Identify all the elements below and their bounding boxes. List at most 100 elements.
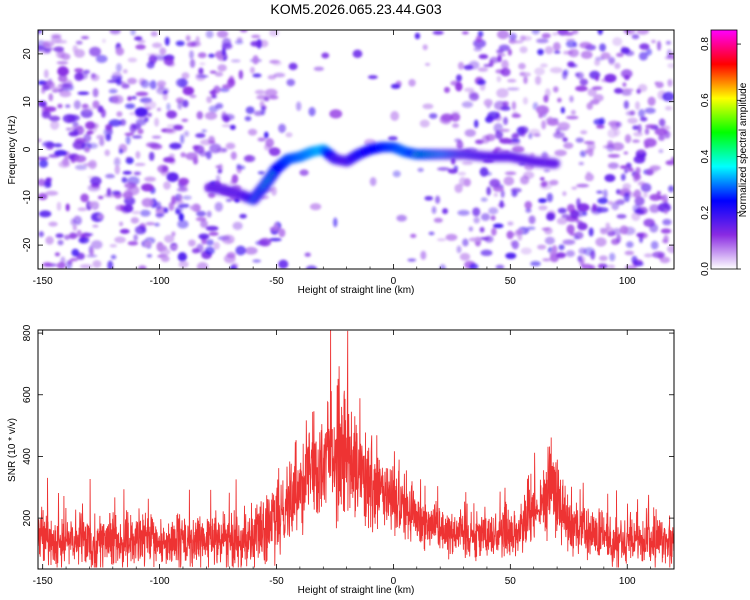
heatmap-cell (492, 223, 504, 229)
heatmap-cell (247, 128, 258, 136)
heatmap-cell (551, 244, 558, 255)
heatmap-cell (135, 151, 141, 159)
snr-frame (37, 329, 675, 570)
heatmap-cell (159, 248, 171, 256)
heatmap-cell (500, 67, 511, 77)
heatmap-cell (580, 50, 593, 59)
heatmap-cell (160, 255, 170, 263)
heatmap-cell (157, 164, 169, 174)
heatmap-cell (232, 262, 239, 269)
heatmap-cell (129, 112, 137, 116)
heatmap-cell (497, 55, 502, 63)
colorbar-tick-label: 0.2 (700, 205, 711, 219)
heatmap-cell (633, 189, 642, 199)
heatmap-cell (180, 134, 185, 144)
heatmap-cell (178, 181, 188, 191)
snr-x-tick-label: -50 (269, 576, 284, 587)
heatmap-cell (573, 235, 580, 240)
heatmap-cell (543, 180, 548, 187)
heatmap-cell (591, 86, 603, 91)
heatmap-cell (189, 50, 194, 60)
heatmap-cell (429, 113, 438, 119)
snr-x-axis: -150 -100 -50 0 50 100 (33, 330, 675, 587)
heatmap-cell (595, 207, 609, 213)
heatmap-cell (390, 110, 400, 121)
heatmap-cell (544, 236, 555, 245)
heatmap-cell (178, 260, 189, 268)
heatmap-cell (658, 118, 666, 127)
heatmap-cell (632, 139, 640, 143)
heatmap-cell (619, 225, 629, 235)
heatmap-cell (480, 197, 488, 202)
heatmap-cell (477, 67, 489, 72)
heatmap-cell (97, 214, 105, 220)
heatmap-cell (111, 190, 121, 195)
heatmap-cell (662, 218, 672, 226)
colorbar-tick-label: 0.4 (700, 149, 711, 163)
heatmap-cell (145, 222, 156, 226)
heatmap-cell (596, 124, 605, 129)
heatmap-cell (127, 57, 138, 63)
heatmap-cell (115, 47, 125, 56)
heatmap-cell (146, 61, 155, 69)
heatmap-cell (507, 48, 512, 56)
heatmap-cell (528, 132, 533, 140)
heatmap-cell (79, 264, 93, 269)
heatmap-cell (534, 67, 545, 76)
heatmap-cell (188, 239, 196, 247)
heatmap-cell (621, 88, 634, 92)
heatmap-cell (468, 92, 480, 101)
heatmap-cell (48, 115, 61, 122)
heatmap-cell (540, 63, 548, 68)
heatmap-cell (544, 227, 553, 235)
heatmap-cell (144, 117, 149, 123)
snr-x-tick-label: 100 (619, 576, 636, 587)
heatmap-cell (487, 111, 500, 120)
heatmap-cell (48, 93, 54, 102)
heatmap-cell (118, 148, 124, 155)
heatmap-cell (609, 252, 616, 262)
heatmap-cell (278, 123, 286, 133)
snr-x-tick-label: 50 (505, 576, 517, 587)
heatmap-cell (526, 226, 536, 231)
heatmap-cell (519, 46, 528, 54)
heatmap-cell (557, 97, 562, 103)
heatmap-cell (144, 240, 152, 248)
heatmap-cell (141, 197, 154, 208)
heatmap-cell (485, 133, 496, 142)
heatmap-cell (154, 117, 160, 127)
heatmap-cell (407, 258, 417, 262)
heatmap-cell (53, 143, 63, 148)
heatmap-cell (125, 135, 131, 145)
heatmap-cell (553, 131, 565, 139)
heatmap-cell (221, 124, 232, 128)
heatmap-cell (253, 110, 263, 117)
heatmap-cell (657, 202, 671, 213)
heatmap-cell (228, 75, 235, 85)
heatmap-cell (536, 105, 549, 115)
snr-y-tick-label: 400 (22, 448, 33, 465)
heatmap-cell (565, 39, 577, 48)
heatmap-cell (65, 104, 71, 108)
heatmap-cell (236, 37, 243, 42)
figure-title: KOM5.2026.065.23.44.G03 (270, 1, 441, 17)
heatmap-cell (143, 100, 157, 110)
heatmap-cell (299, 169, 309, 176)
heatmap-cell (44, 41, 49, 48)
heatmap-cell (178, 213, 185, 222)
heatmap-cell (105, 173, 116, 179)
heatmap-cell (268, 237, 282, 242)
heatmap-cell (130, 30, 136, 36)
heatmap-cell (595, 237, 607, 247)
colorbar-gradient (710, 29, 738, 270)
heatmap-cell (56, 201, 62, 211)
heatmap-cell (221, 234, 235, 245)
heatmap-cell (137, 39, 146, 44)
heatmap-cell (455, 74, 463, 82)
heatmap-cell (85, 121, 96, 130)
heatmap-cell (133, 171, 142, 176)
heatmap-cell (546, 192, 553, 203)
heatmap-cell (501, 59, 509, 70)
heatmap-cell (43, 181, 52, 189)
heatmap-cell (42, 80, 55, 90)
